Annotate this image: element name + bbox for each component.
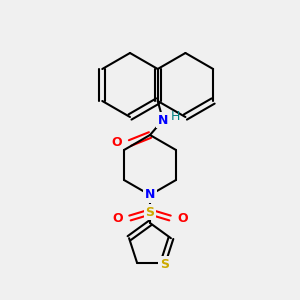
- Text: N: N: [158, 113, 168, 127]
- Text: S: S: [160, 258, 169, 271]
- Text: H: H: [171, 110, 180, 124]
- Text: O: O: [112, 212, 123, 224]
- Text: S: S: [146, 206, 154, 218]
- Text: O: O: [111, 136, 122, 149]
- Text: N: N: [145, 188, 155, 202]
- Text: O: O: [177, 212, 188, 224]
